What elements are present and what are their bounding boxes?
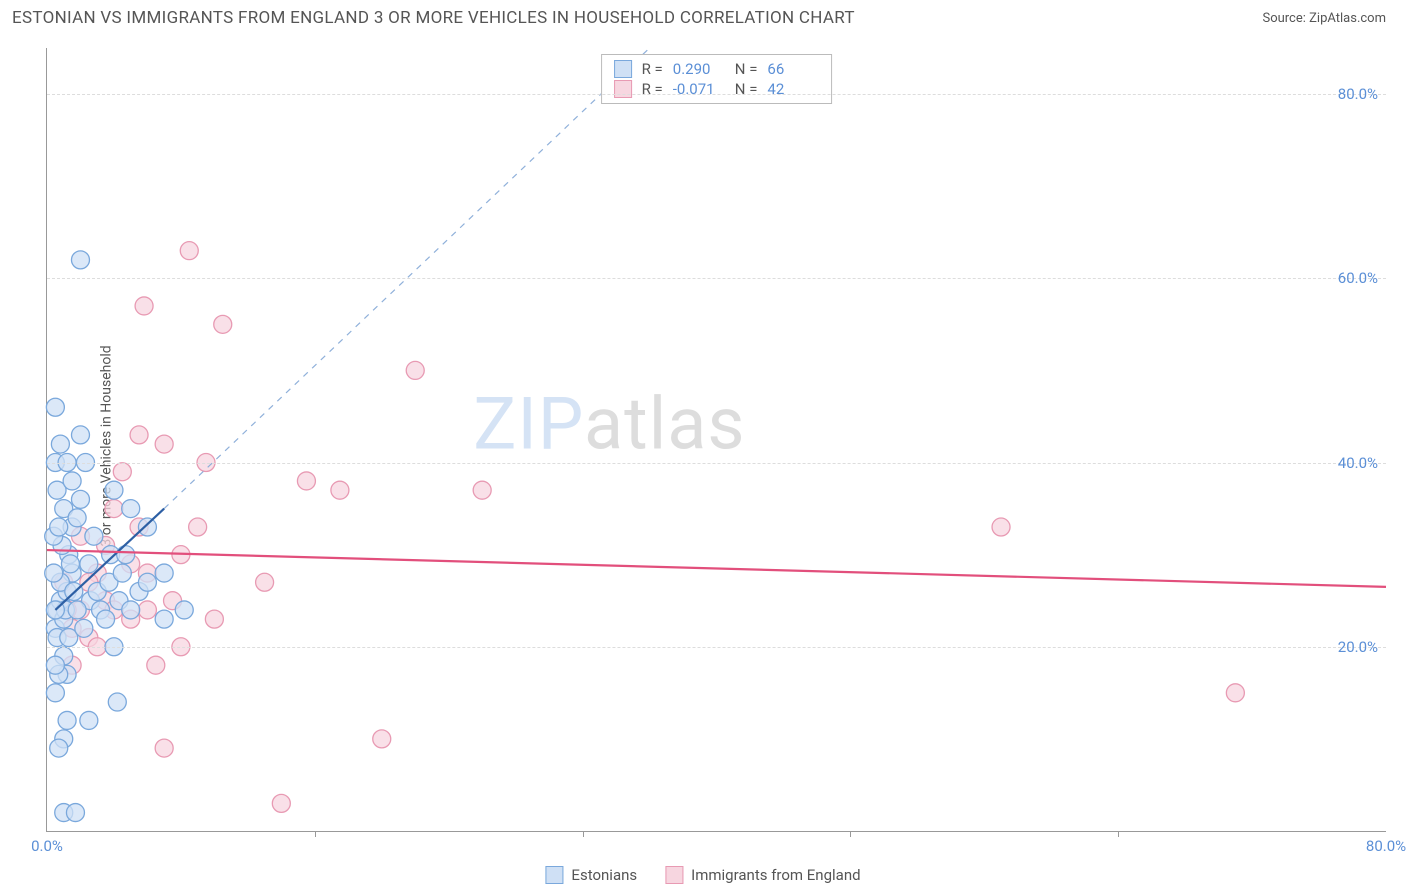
y-tick-label: 40.0% <box>1338 454 1378 472</box>
chart-title: ESTONIAN VS IMMIGRANTS FROM ENGLAND 3 OR… <box>12 8 855 28</box>
gridline-h <box>47 647 1386 648</box>
legend: Estonians Immigrants from England <box>545 866 860 884</box>
x-tick-mark <box>583 831 584 837</box>
x-tick-label: 80.0% <box>1366 837 1406 855</box>
stats-row-2: R = -0.071 N = 42 <box>614 79 820 99</box>
legend-label-1: Estonians <box>571 866 637 884</box>
chart-header: ESTONIAN VS IMMIGRANTS FROM ENGLAND 3 OR… <box>0 0 1406 36</box>
gridline-h <box>47 278 1386 279</box>
stats-r-value-1: 0.290 <box>673 60 725 78</box>
legend-swatch-1 <box>545 866 563 884</box>
legend-item-1: Estonians <box>545 866 637 884</box>
stats-n-label-2: N = <box>735 80 758 98</box>
stats-n-label-1: N = <box>735 60 758 78</box>
stats-n-value-1: 66 <box>767 60 819 78</box>
x-tick-label: 0.0% <box>31 837 63 855</box>
x-tick-mark <box>1118 831 1119 837</box>
stats-r-value-2: -0.071 <box>673 80 725 98</box>
chart-source: Source: ZipAtlas.com <box>1262 11 1386 26</box>
stats-swatch-2 <box>614 80 632 98</box>
stats-row-1: R = 0.290 N = 66 <box>614 59 820 79</box>
plot-area: ZIPatlas R = 0.290 N = 66 R = -0.071 N =… <box>46 48 1386 832</box>
y-tick-label: 80.0% <box>1338 85 1378 103</box>
x-tick-mark <box>850 831 851 837</box>
legend-swatch-2 <box>665 866 683 884</box>
stats-n-value-2: 42 <box>767 80 819 98</box>
x-tick-mark <box>315 831 316 837</box>
legend-item-2: Immigrants from England <box>665 866 860 884</box>
stats-swatch-1 <box>614 60 632 78</box>
y-tick-label: 60.0% <box>1338 269 1378 287</box>
scatter-plot-svg <box>47 48 1386 831</box>
stats-r-label-2: R = <box>642 80 663 98</box>
legend-label-2: Immigrants from England <box>691 866 860 884</box>
gridline-h <box>47 94 1386 95</box>
y-tick-label: 20.0% <box>1338 638 1378 656</box>
correlation-stats-box: R = 0.290 N = 66 R = -0.071 N = 42 <box>601 54 833 104</box>
gridline-h <box>47 463 1386 464</box>
stats-r-label-1: R = <box>642 60 663 78</box>
